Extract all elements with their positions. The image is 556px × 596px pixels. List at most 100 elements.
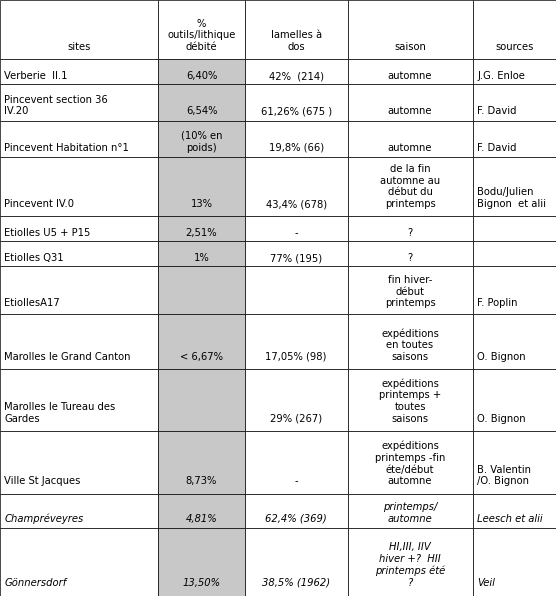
Text: 13,50%: 13,50% xyxy=(182,578,221,588)
Bar xyxy=(158,120,245,157)
Text: Etiolles U5 + P15: Etiolles U5 + P15 xyxy=(4,228,91,238)
Bar xyxy=(0,527,158,596)
Text: 17,05% (98): 17,05% (98) xyxy=(265,352,327,362)
Bar xyxy=(473,157,556,216)
Text: 6,54%: 6,54% xyxy=(186,106,217,116)
Text: -: - xyxy=(294,228,298,238)
Bar xyxy=(473,84,556,120)
Bar xyxy=(158,431,245,493)
Text: Pincevent Habitation n°1: Pincevent Habitation n°1 xyxy=(4,142,130,153)
Text: %
outils/lithique
débité: % outils/lithique débité xyxy=(167,19,236,52)
Bar xyxy=(473,431,556,493)
Bar xyxy=(0,59,158,84)
Bar xyxy=(0,368,158,431)
Bar xyxy=(158,216,245,241)
Text: expéditions
en toutes
saisons: expéditions en toutes saisons xyxy=(381,328,439,362)
Bar xyxy=(348,157,473,216)
Text: Pincevent IV.0: Pincevent IV.0 xyxy=(4,199,75,209)
Bar xyxy=(348,241,473,266)
Text: ?: ? xyxy=(408,228,413,238)
Bar xyxy=(158,266,245,314)
Bar xyxy=(245,314,348,368)
Text: Gönnersdorf: Gönnersdorf xyxy=(4,578,67,588)
Text: 61,26% (675 ): 61,26% (675 ) xyxy=(261,106,331,116)
Bar xyxy=(473,216,556,241)
Bar xyxy=(245,241,348,266)
Text: automne: automne xyxy=(388,142,433,153)
Text: fin hiver-
début
printemps: fin hiver- début printemps xyxy=(385,275,435,308)
Text: HI,III, IIV
hiver +?  HII
printemps été
?: HI,III, IIV hiver +? HII printemps été ? xyxy=(375,542,445,588)
Text: J.G. Enloe: J.G. Enloe xyxy=(477,71,525,81)
Text: 13%: 13% xyxy=(191,199,212,209)
Text: automne: automne xyxy=(388,71,433,81)
Text: printemps/
automne: printemps/ automne xyxy=(383,502,437,524)
Text: ?: ? xyxy=(408,253,413,263)
Bar xyxy=(473,266,556,314)
Text: < 6,67%: < 6,67% xyxy=(180,352,223,362)
Text: 4,81%: 4,81% xyxy=(186,514,217,524)
Text: O. Bignon: O. Bignon xyxy=(477,414,525,424)
Text: Marolles le Grand Canton: Marolles le Grand Canton xyxy=(4,352,131,362)
Bar xyxy=(348,493,473,527)
Bar xyxy=(245,216,348,241)
Bar xyxy=(473,0,556,59)
Bar xyxy=(348,120,473,157)
Bar xyxy=(245,84,348,120)
Bar xyxy=(348,266,473,314)
Bar xyxy=(0,493,158,527)
Text: -: - xyxy=(294,476,298,486)
Bar xyxy=(0,120,158,157)
Bar xyxy=(473,241,556,266)
Text: 42%  (214): 42% (214) xyxy=(269,71,324,81)
Bar xyxy=(0,431,158,493)
Text: 62,4% (369): 62,4% (369) xyxy=(265,514,327,524)
Bar xyxy=(245,493,348,527)
Bar xyxy=(348,59,473,84)
Bar xyxy=(473,59,556,84)
Bar xyxy=(473,368,556,431)
Bar xyxy=(245,266,348,314)
Text: 38,5% (1962): 38,5% (1962) xyxy=(262,578,330,588)
Text: F. David: F. David xyxy=(477,106,517,116)
Text: Pincevent section 36
IV.20: Pincevent section 36 IV.20 xyxy=(4,95,108,116)
Bar xyxy=(348,0,473,59)
Text: 1%: 1% xyxy=(193,253,210,263)
Bar xyxy=(348,368,473,431)
Bar xyxy=(158,314,245,368)
Text: automne: automne xyxy=(388,106,433,116)
Bar xyxy=(245,368,348,431)
Text: 6,40%: 6,40% xyxy=(186,71,217,81)
Bar xyxy=(0,216,158,241)
Bar xyxy=(0,157,158,216)
Bar xyxy=(0,266,158,314)
Bar xyxy=(158,157,245,216)
Text: 29% (267): 29% (267) xyxy=(270,414,322,424)
Text: Leesch et alii: Leesch et alii xyxy=(477,514,543,524)
Text: saison: saison xyxy=(394,42,426,52)
Bar xyxy=(158,527,245,596)
Bar xyxy=(245,120,348,157)
Text: O. Bignon: O. Bignon xyxy=(477,352,525,362)
Text: 8,73%: 8,73% xyxy=(186,476,217,486)
Bar xyxy=(158,493,245,527)
Text: F. David: F. David xyxy=(477,142,517,153)
Bar xyxy=(348,314,473,368)
Text: Verberie  II.1: Verberie II.1 xyxy=(4,71,68,81)
Bar xyxy=(348,527,473,596)
Bar xyxy=(0,0,158,59)
Text: 43,4% (678): 43,4% (678) xyxy=(266,199,326,209)
Bar xyxy=(473,493,556,527)
Text: F. Poplin: F. Poplin xyxy=(477,298,518,308)
Bar xyxy=(473,314,556,368)
Bar xyxy=(348,84,473,120)
Text: sources: sources xyxy=(495,42,534,52)
Text: expéditions
printemps -fin
éte/début
automne: expéditions printemps -fin éte/début aut… xyxy=(375,441,445,486)
Bar xyxy=(348,431,473,493)
Text: Etiolles Q31: Etiolles Q31 xyxy=(4,253,64,263)
Bar xyxy=(348,216,473,241)
Bar xyxy=(0,84,158,120)
Text: Ville St Jacques: Ville St Jacques xyxy=(4,476,81,486)
Bar xyxy=(0,314,158,368)
Text: 19,8% (66): 19,8% (66) xyxy=(269,142,324,153)
Bar xyxy=(158,0,245,59)
